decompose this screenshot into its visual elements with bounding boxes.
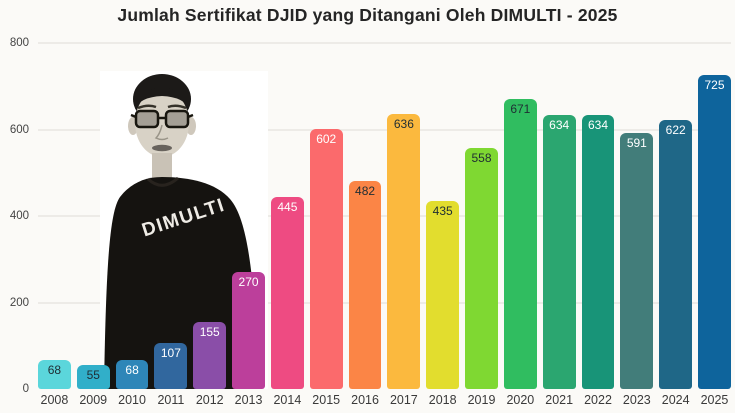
bar-2010: 68: [115, 359, 149, 389]
bar-2016: 482: [348, 180, 382, 389]
bar-slot: 155: [193, 43, 227, 389]
bar-slot: 68: [115, 43, 149, 389]
x-tick-label: 2008: [40, 393, 69, 407]
x-tick-label: 2011: [157, 393, 185, 407]
bar-2017: 636: [387, 113, 421, 389]
gridline: [38, 215, 731, 217]
grid-layer: [38, 42, 731, 389]
bar-slot: 55: [76, 43, 110, 389]
bars-layer: 68 55 68 107 155 270 445 602 482 636 435 558 671 634 6…: [38, 43, 731, 389]
bar-value-label: 636: [393, 116, 414, 131]
chart-title: Jumlah Sertifikat DJID yang Ditangani Ol…: [117, 5, 618, 25]
plot-area: DIMULTI 68 55 68 107 155 270 445 602 482 636 435 55…: [38, 42, 731, 389]
gridline: [38, 42, 731, 44]
bar-2013: 270: [232, 272, 265, 389]
x-tick-label: 2016: [351, 393, 379, 407]
bar-value-label: 68: [47, 362, 62, 377]
bar-value-label: 591: [626, 136, 647, 151]
bar-slot: 482: [348, 43, 382, 389]
x-tick-label: 2015: [312, 393, 341, 407]
bar-value-label: 634: [549, 117, 570, 132]
bar-2011: 107: [154, 342, 188, 389]
x-tick-label: 2021: [545, 393, 574, 407]
bar-slot: 602: [309, 43, 343, 389]
bar-slot: 634: [581, 43, 615, 389]
gridline: [38, 301, 731, 304]
bar-slot: 634: [542, 43, 576, 389]
x-tick-label: 2023: [622, 393, 651, 407]
y-tick-label: 600: [9, 123, 29, 136]
bar-slot: 68: [38, 43, 71, 389]
bar-value-label: 482: [355, 183, 376, 198]
bar-slot: 270: [232, 43, 265, 389]
y-tick-label: 200: [9, 296, 29, 309]
bar-2020: 671: [503, 98, 537, 389]
bar-value-label: 445: [277, 199, 298, 214]
x-tick-label: 2022: [584, 393, 612, 407]
bar-value-label: 270: [238, 275, 259, 290]
bar-2014: 445: [270, 196, 304, 389]
x-tick-label: 2009: [79, 393, 108, 407]
bar-2019: 558: [465, 147, 498, 389]
bar-value-label: 68: [125, 362, 139, 377]
bar-slot: 636: [387, 43, 421, 389]
x-tick-label: 2010: [118, 393, 146, 407]
bar-slot: 435: [426, 43, 460, 389]
bar-2022: 634: [581, 114, 615, 389]
bar-2018: 435: [426, 200, 460, 389]
x-tick-label: 2024: [661, 393, 690, 407]
x-tick-label: 2018: [428, 393, 457, 407]
bar-value-label: 107: [160, 345, 181, 360]
bar-2024: 622: [659, 120, 693, 389]
y-tick-label: 0: [22, 383, 29, 395]
y-tick-label: 800: [9, 37, 29, 49]
bar-slot: 622: [659, 43, 693, 389]
x-axis: 2008 2009 2010 2011 2012 2013 2014 2015 2016 2017…: [38, 390, 731, 413]
gridline: [38, 128, 731, 131]
x-tick-label: 2025: [700, 393, 729, 407]
x-tick-label: 2019: [467, 393, 496, 407]
bar-2012: 155: [193, 321, 227, 389]
x-tick-label: 2017: [389, 393, 418, 407]
bar-value-label: 602: [316, 131, 337, 146]
bar-slot: 445: [270, 43, 304, 389]
bar-value-label: 725: [704, 78, 725, 93]
x-tick-label: 2012: [195, 393, 224, 407]
bar-value-label: 435: [432, 203, 453, 218]
x-tick-label: 2020: [506, 393, 535, 407]
bar-value-label: 55: [86, 368, 100, 383]
bar-2008: 68: [38, 359, 71, 389]
bar-value-label: 634: [587, 117, 609, 132]
x-tick-label: 2013: [234, 393, 263, 407]
x-tick-label: 2014: [273, 393, 302, 407]
bar-slot: 725: [698, 43, 731, 389]
y-axis: 0 200 400 600 800: [0, 37, 32, 395]
bar-2025: 725: [698, 75, 731, 389]
bar-2021: 634: [542, 114, 576, 389]
bar-slot: 107: [154, 43, 188, 389]
bar-2023: 591: [620, 133, 654, 389]
bar-slot: 671: [503, 43, 537, 389]
bar-slot: 591: [620, 43, 654, 389]
bar-2015: 602: [309, 128, 343, 389]
bar-2009: 55: [76, 365, 110, 389]
bar-value-label: 558: [471, 150, 492, 165]
bar-value-label: 671: [510, 101, 531, 116]
bar-slot: 558: [465, 43, 498, 389]
bar-value-label: 622: [665, 123, 686, 137]
y-tick-label: 400: [9, 210, 29, 222]
bar-value-label: 155: [199, 324, 220, 339]
